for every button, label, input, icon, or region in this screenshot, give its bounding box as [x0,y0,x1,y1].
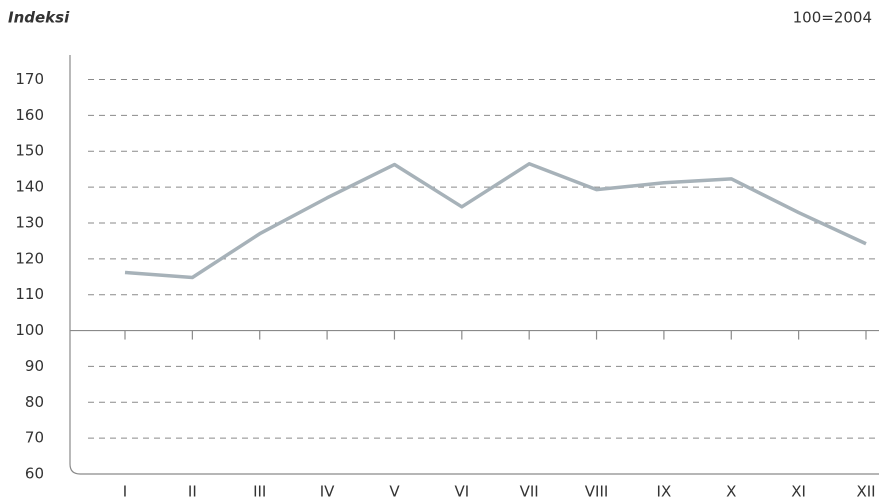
x-tick-label: XII [856,483,875,501]
y-tick-label: 170 [15,70,44,88]
x-tick-label: II [188,483,197,501]
x-tick-label: VIII [585,483,609,501]
x-tick-label: X [726,483,736,501]
x-tick-label: V [389,483,400,501]
chart-subtitle: 100=2004 [793,9,872,27]
x-tick-label: VI [454,483,469,501]
x-tick-label: III [253,483,266,501]
x-tick-label: XI [791,483,806,501]
chart-title: Indeksi [8,9,70,27]
x-tick-label: IX [657,483,672,501]
y-tick-label: 130 [15,213,44,231]
x-tick-label: I [123,483,127,501]
axis [69,55,879,475]
y-tick-label: 100 [15,321,44,339]
y-tick-label: 70 [25,429,44,447]
y-tick-label: 140 [15,178,44,196]
y-tick-label: 120 [15,249,44,267]
y-tick-label: 80 [25,393,44,411]
y-tick-label: 160 [15,106,44,124]
x-tick-label: VII [520,483,539,501]
x-tick-label: IV [320,483,335,501]
y-tick-label: 150 [15,142,44,160]
y-tick-label: 110 [15,285,44,303]
y-tick-label: 60 [25,465,44,483]
data-line [124,162,867,280]
y-tick-label: 90 [25,357,44,375]
